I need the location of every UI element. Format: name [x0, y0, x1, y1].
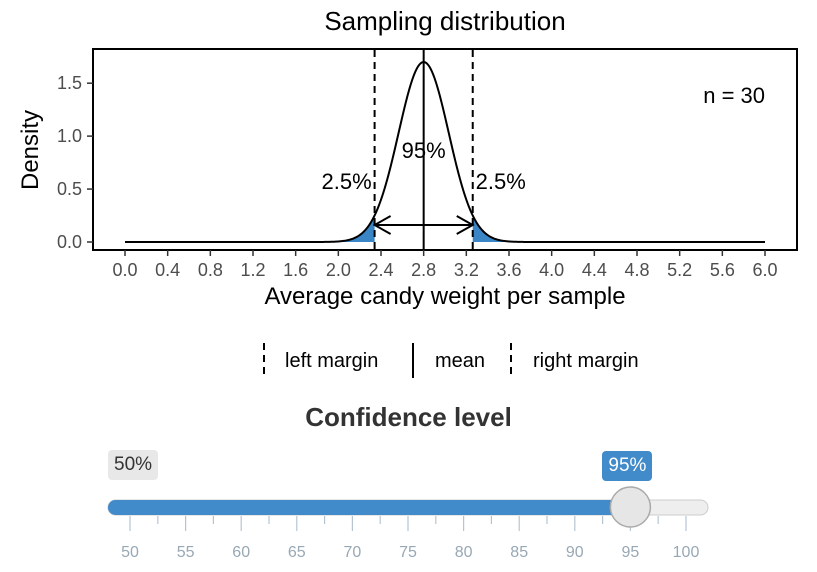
slider-tick-label: 100 — [673, 544, 700, 561]
slider-tick-label: 60 — [232, 544, 250, 561]
slider-tick-label: 85 — [510, 544, 528, 561]
slider-tick-label: 55 — [177, 544, 195, 561]
slider-tick-label: 90 — [566, 544, 584, 561]
slider-handle[interactable] — [610, 487, 650, 527]
slider-tick-label: 50 — [121, 544, 139, 561]
slider-tick-label: 80 — [455, 544, 473, 561]
slider-tick-label: 70 — [344, 544, 362, 561]
slider-tick-label: 75 — [399, 544, 417, 561]
slider-ticks: 50 55 60 65 70 75 80 85 90 95 100 — [121, 516, 699, 561]
slider-tick-label: 95 — [622, 544, 640, 561]
slider-tick-label: 65 — [288, 544, 306, 561]
slider-fill — [108, 500, 630, 515]
